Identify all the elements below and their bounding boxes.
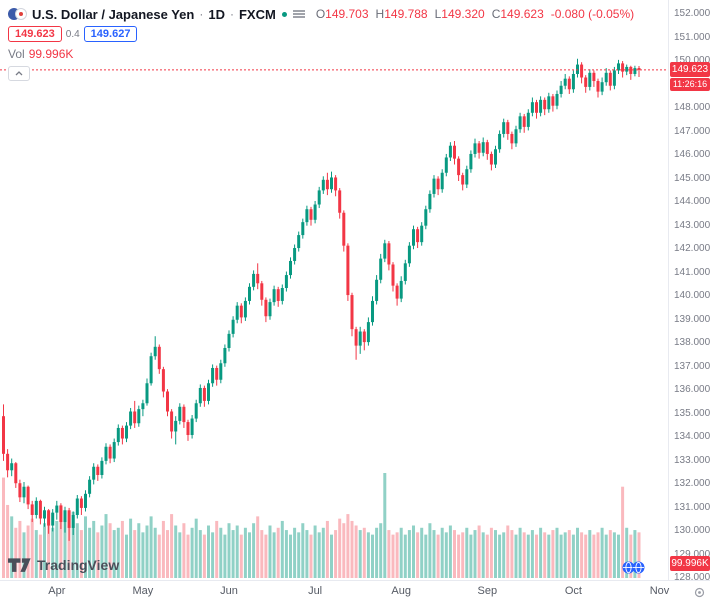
time-axis-label: Oct [564,585,582,597]
close-value: 149.623 [500,7,544,21]
volume-value: 99.996K [28,47,74,61]
change-value: -0.080 (-0.05%) [550,7,635,21]
price-axis-label: 133.000 [674,454,710,466]
time-axis-label: Sep [477,585,498,597]
time-axis-label: Jul [308,585,323,597]
price-axis-label: 137.000 [674,360,710,372]
timeframe-label[interactable]: 1D [208,6,225,22]
time-axis[interactable]: Apr May Jun Jul Aug Sep Oct Nov [0,580,710,600]
time-axis-label: Nov [649,585,670,597]
exchange-label[interactable]: FXCM [238,6,276,22]
price-axis-label: 131.000 [674,501,710,513]
price-axis-label: 141.000 [674,266,710,278]
last-price-badge: 149.623 [670,61,710,77]
sell-button[interactable]: 149.623 [8,26,62,42]
axis-settings-icon[interactable] [694,585,705,600]
price-axis-label: 145.000 [674,172,710,184]
separator-dot: · [229,7,234,21]
price-axis-label: 130.000 [674,525,710,537]
chart-legend: U.S. Dollar / Japanese Yen · 1D · FXCM O… [8,5,634,81]
economic-event-icon[interactable] [622,561,635,574]
symbol-row: U.S. Dollar / Japanese Yen · 1D · FXCM O… [8,5,634,23]
price-axis-label: 135.000 [674,407,710,419]
market-open-dot [281,11,287,17]
volume-label[interactable]: Vol [8,47,25,61]
time-axis-label: May [132,585,154,597]
price-axis-label: 143.000 [674,219,710,231]
tradingview-logo-text: TradingView [37,557,120,573]
price-axis-label: 128.000 [674,572,710,580]
symbol-title[interactable]: U.S. Dollar / Japanese Yen [32,6,195,22]
legend-collapse-row [8,66,634,81]
bar-countdown-badge: 11:26:16 [670,77,710,91]
price-axis-label: 144.000 [674,196,710,208]
tradingview-logo-icon [8,557,31,572]
candlestick-layer [2,58,641,541]
price-axis-label: 139.000 [674,313,710,325]
ohlc-readout: O149.703 H149.788 L149.320 C149.623 -0.0… [316,7,634,21]
economic-event-icon[interactable] [632,561,645,574]
open-label: O [315,7,326,21]
price-axis-label: 150.000 [674,55,710,67]
spread-value: 0.4 [65,28,80,40]
price-axis-label: 148.000 [674,102,710,114]
event-icons [622,561,645,574]
separator-dot: · [199,7,204,21]
price-axis-label: 129.000 [674,548,710,560]
chart-pane[interactable] [0,0,668,580]
collapse-legend-button[interactable] [8,66,30,81]
price-axis-label: 142.000 [674,243,710,255]
price-axis-label: 147.000 [674,125,710,137]
volume-row: Vol 99.996K [8,47,634,61]
volume-layer [2,473,641,578]
price-axis-label: 136.000 [674,384,710,396]
low-value: 149.320 [441,7,485,21]
low-label: L [434,7,442,21]
time-axis-label: Aug [391,585,411,597]
open-value: 149.703 [325,7,369,21]
price-axis-label: 132.000 [674,478,710,490]
time-axis-label: Apr [48,585,66,597]
time-axis-label: Jun [220,585,238,597]
high-label: H [375,7,385,21]
price-axis-label: 138.000 [674,337,710,349]
price-axis-label: 134.000 [674,431,710,443]
chevron-up-icon [15,71,23,76]
key-stats-icon[interactable] [292,9,305,19]
currency-pair-icon [8,7,27,21]
price-axis[interactable]: 149.623 11:26:16 99.996K 128.000 129.000 1… [668,0,710,580]
price-axis-label: 152.000 [674,8,710,19]
buy-button[interactable]: 149.627 [83,26,138,42]
price-axis-label: 140.000 [674,290,710,302]
high-value: 149.788 [384,7,428,21]
price-axis-label: 146.000 [674,149,710,161]
trade-row: 149.623 0.4 149.627 [8,26,634,42]
last-volume-badge: 99.996K [670,556,710,571]
price-axis-label: 151.000 [674,31,710,43]
tradingview-logo[interactable]: TradingView [8,557,119,573]
close-label: C [491,7,501,21]
